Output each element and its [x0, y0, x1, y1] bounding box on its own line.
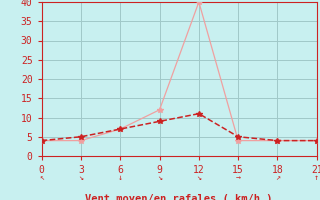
- Text: ↘: ↘: [157, 173, 162, 182]
- Text: ↗: ↗: [275, 173, 280, 182]
- Text: →: →: [236, 173, 241, 182]
- Text: ↘: ↘: [196, 173, 201, 182]
- Text: ↑: ↑: [314, 173, 319, 182]
- X-axis label: Vent moyen/en rafales ( km/h ): Vent moyen/en rafales ( km/h ): [85, 194, 273, 200]
- Text: ↓: ↓: [118, 173, 123, 182]
- Text: ↘: ↘: [78, 173, 84, 182]
- Text: ↖: ↖: [39, 173, 44, 182]
